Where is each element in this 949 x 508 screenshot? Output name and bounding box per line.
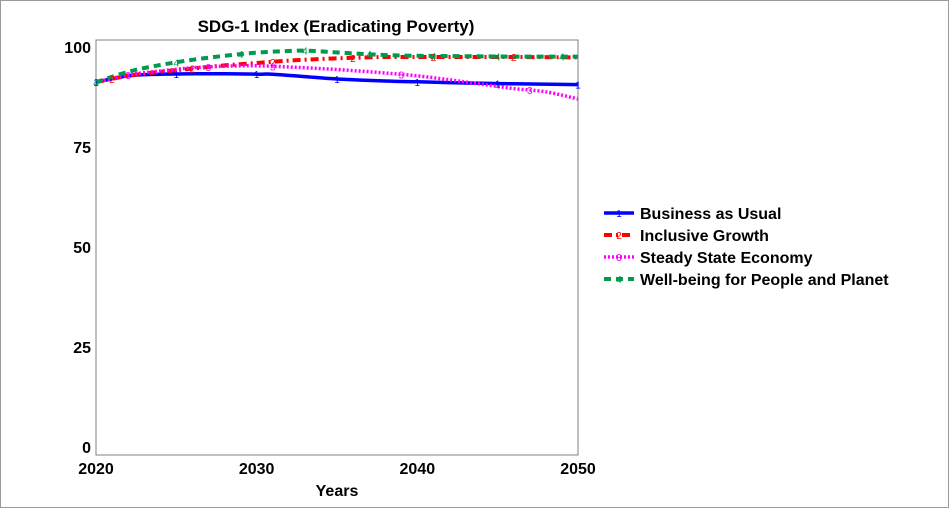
legend-marker: 3	[616, 253, 622, 264]
series-point-marker: 4	[559, 53, 565, 64]
x-tick-label: 2020	[78, 461, 114, 478]
y-tick-label: 25	[73, 340, 91, 357]
y-tick-label: 75	[73, 140, 91, 157]
series-point-marker: 3	[527, 86, 533, 97]
legend-label: Inclusive Growth	[640, 228, 769, 245]
series-point-marker: 2	[431, 53, 437, 64]
series-point-marker: 2	[109, 75, 115, 86]
x-tick-label: 2050	[560, 461, 596, 478]
y-tick-label: 100	[64, 40, 91, 57]
series-point-marker: 1	[174, 70, 180, 81]
series-point-marker: 1	[575, 81, 581, 92]
x-axis: 2020 2030 2040 2050	[78, 461, 596, 478]
series-point-marker: 3	[206, 63, 212, 74]
legend-marker: 2	[616, 231, 622, 242]
series-point-marker: 3	[125, 71, 131, 82]
series-point-marker: 4	[366, 50, 372, 61]
x-tick-label: 2030	[239, 461, 275, 478]
chart-title: SDG-1 Index (Eradicating Poverty)	[198, 17, 475, 36]
series-point-marker: 4	[174, 58, 180, 69]
series-point-marker: 3	[398, 70, 404, 81]
legend-label: Business as Usual	[640, 206, 781, 223]
series-point-marker: 4	[93, 78, 99, 89]
series-point-marker: 1	[254, 70, 260, 81]
series-point-marker: 3	[270, 62, 276, 73]
legend-label: Well-being for People and Planet	[640, 272, 889, 289]
series-line-3	[95, 64, 579, 101]
x-tick-label: 2040	[400, 461, 436, 478]
series-point-marker: 4	[302, 47, 308, 58]
series-line-1	[95, 71, 579, 87]
series-point-marker: 4	[238, 50, 244, 61]
legend-marker: 1	[616, 209, 622, 220]
y-tick-label: 50	[73, 240, 91, 257]
series-point-marker: 1	[93, 78, 99, 89]
x-axis-label: Years	[316, 483, 359, 500]
legend-label: Steady State Economy	[640, 250, 813, 267]
series-point-marker: 2	[350, 54, 356, 65]
series-point-marker: 2	[270, 58, 276, 69]
series-point-marker: 2	[190, 65, 196, 76]
series-point-marker: 1	[495, 80, 501, 91]
plot-area	[95, 39, 579, 456]
series-point-marker: 1	[334, 75, 340, 86]
series-point-marker: 4	[495, 52, 501, 63]
series-point-marker: 4	[431, 52, 437, 63]
y-tick-label: 0	[82, 440, 91, 457]
legend-marker: 4	[616, 275, 622, 286]
y-axis: 0 25 50 75 100	[64, 40, 91, 457]
series-line-4	[95, 48, 579, 85]
series-point-marker: 2	[511, 53, 517, 64]
series-lines	[95, 48, 579, 101]
legend: 1 Business as Usual 2 Inclusive Growth 3 Stea…	[604, 206, 889, 289]
series-point-marker: 1	[415, 78, 421, 89]
